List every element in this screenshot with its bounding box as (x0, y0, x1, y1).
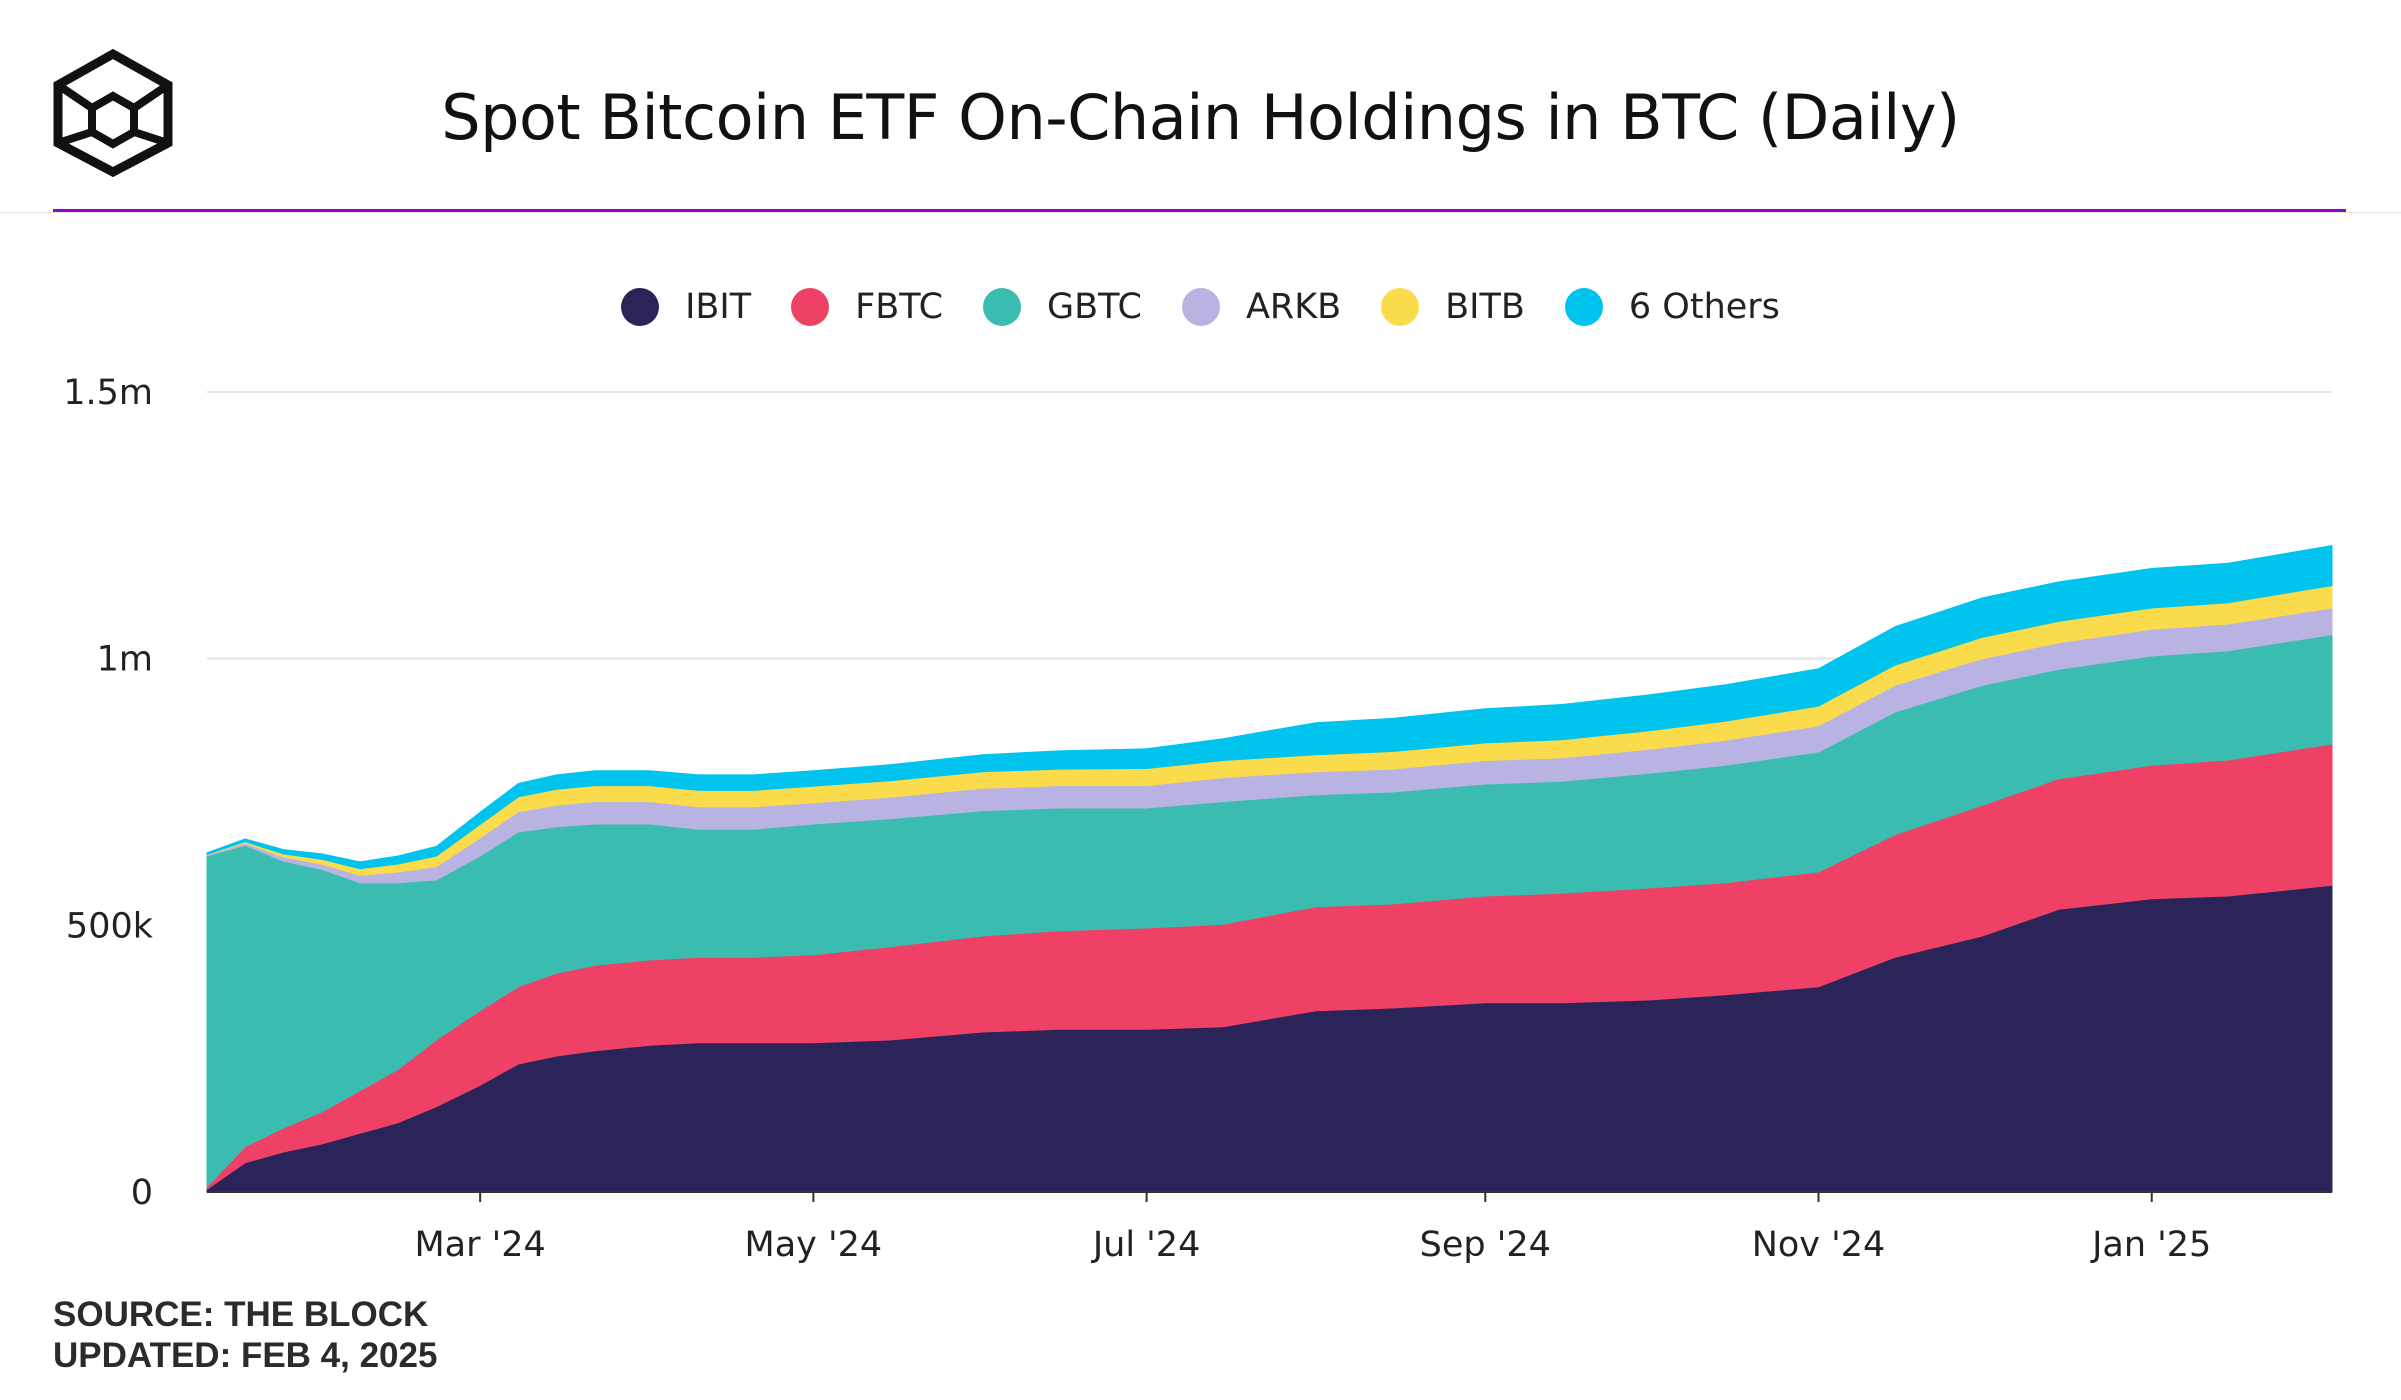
x-tick-label-jan-25: Jan '25 (2090, 1225, 2211, 1265)
the-block-logo-icon (53, 48, 173, 178)
area-series-6-others (206, 545, 2333, 870)
area-layer (206, 545, 2333, 1193)
x-tick-label-mar-24: Mar '24 (414, 1225, 545, 1265)
y-tick-label-500k: 500k (66, 906, 154, 946)
y-tick-label-1m: 1m (97, 640, 153, 680)
x-tick-label-nov-24: Nov '24 (1752, 1225, 1886, 1265)
chart-title: Spot Bitcoin ETF On-Chain Holdings in BT… (441, 81, 1960, 154)
source-text: SOURCE: THE BLOCK (53, 1295, 429, 1334)
chart-footer: SOURCE: THE BLOCK UPDATED: FEB 4, 2025 (53, 1294, 437, 1376)
legend-item-ibit[interactable]: IBIT (621, 287, 751, 327)
legend-label-ibit: IBIT (685, 287, 752, 327)
legend-swatch-ibit (621, 288, 660, 326)
x-tick-label-jul-24: Jul '24 (1091, 1225, 1201, 1265)
accent-divider (53, 209, 2346, 212)
legend-swatch-fbtc (791, 288, 830, 326)
x-tick-label-may-24: May '24 (745, 1225, 883, 1265)
x-tick-label-sep-24: Sep '24 (1420, 1225, 1551, 1265)
legend-label-gbtc: GBTC (1047, 287, 1142, 327)
legend-label-bitb: BITB (1445, 287, 1525, 327)
legend-item-fbtc[interactable]: FBTC (791, 287, 943, 327)
legend-item-gbtc[interactable]: GBTC (983, 287, 1142, 327)
y-tick-label-0: 0 (131, 1173, 153, 1213)
axis-layer: 0 500k 1m 1.5m Mar '24 May '24 Jul '24 Sep '24 N… (63, 373, 2332, 1265)
legend-label-others: 6 Others (1628, 287, 1780, 327)
header-divider (0, 212, 2401, 213)
updated-text: UPDATED: FEB 4, 2025 (53, 1336, 438, 1375)
legend-item-others[interactable]: 6 Others (1564, 287, 1780, 327)
legend-swatch-gbtc (983, 288, 1022, 326)
legend-item-bitb[interactable]: BITB (1381, 287, 1525, 327)
legend-label-fbtc: FBTC (855, 287, 944, 327)
legend-item-arkb[interactable]: ARKB (1181, 287, 1342, 327)
chart-legend: IBIT FBTC GBTC ARKB BITB 6 Others (0, 282, 2401, 332)
y-tick-label-1.5m: 1.5m (63, 373, 153, 413)
legend-swatch-arkb (1181, 288, 1220, 326)
legend-label-arkb: ARKB (1245, 287, 1342, 327)
legend-swatch-others (1564, 288, 1603, 326)
legend-swatch-bitb (1381, 288, 1420, 326)
